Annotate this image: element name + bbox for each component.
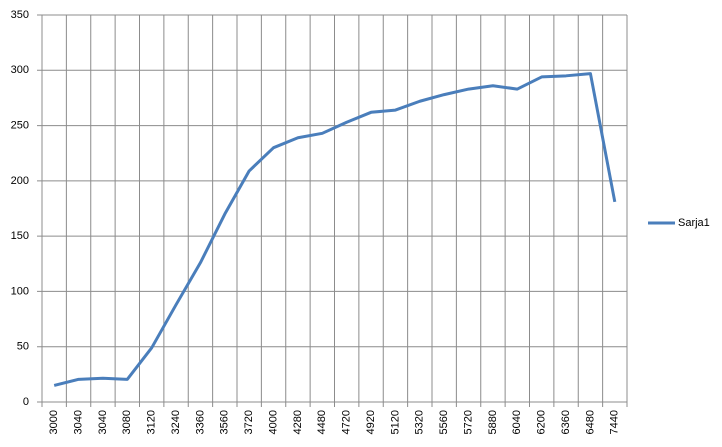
x-tick-label: 3360 <box>194 410 206 434</box>
x-tick-label: 3000 <box>48 410 60 434</box>
x-tick-label: 4920 <box>365 410 377 434</box>
x-tick-label: 3560 <box>219 410 231 434</box>
y-tick-label: 150 <box>11 230 29 242</box>
x-tick-label: 4720 <box>341 410 353 434</box>
x-tick-label: 3240 <box>170 410 182 434</box>
x-tick-label: 3040 <box>72 410 84 434</box>
x-tick-label: 6200 <box>536 410 548 434</box>
x-tick-label: 5320 <box>414 410 426 434</box>
x-tick-label: 5720 <box>462 410 474 434</box>
x-tick-label: 4480 <box>316 410 328 434</box>
y-tick-label: 0 <box>23 396 29 408</box>
legend-label: Sarja1 <box>678 217 710 229</box>
x-tick-label: 4280 <box>292 410 304 434</box>
y-tick-label: 350 <box>11 9 29 21</box>
y-tick-label: 250 <box>11 119 29 131</box>
x-tick-label: 7440 <box>609 410 621 434</box>
x-tick-label: 5560 <box>438 410 450 434</box>
x-tick-label: 4000 <box>267 410 279 434</box>
y-tick-label: 300 <box>11 64 29 76</box>
y-tick-label: 200 <box>11 175 29 187</box>
x-tick-label: 6480 <box>584 410 596 434</box>
y-tick-label: 100 <box>11 285 29 297</box>
x-tick-label: 5880 <box>487 410 499 434</box>
x-tick-label: 3080 <box>121 410 133 434</box>
data-line <box>53 72 617 387</box>
y-tick-label: 50 <box>17 341 29 353</box>
x-tick-label: 3120 <box>146 410 158 434</box>
x-tick-label: 6040 <box>511 410 523 434</box>
x-tick-label: 6360 <box>560 410 572 434</box>
x-tick-label: 5120 <box>389 410 401 434</box>
x-tick-label: 3040 <box>97 410 109 434</box>
x-tick-label: 3720 <box>243 410 255 434</box>
